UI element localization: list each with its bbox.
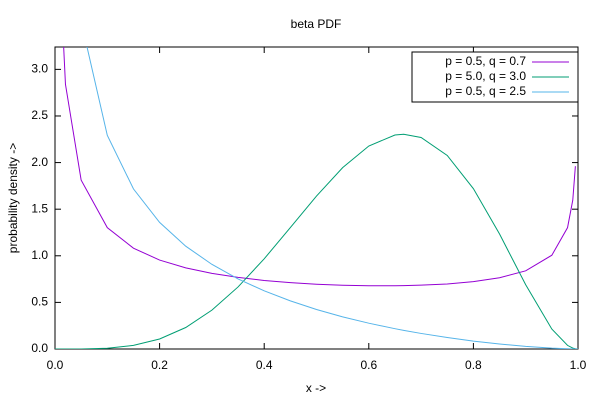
- series-line: [86, 47, 578, 349]
- legend-label: p = 0.5, q = 0.7: [445, 54, 526, 68]
- series-line: [63, 47, 576, 287]
- x-tick-label: 0.4: [256, 358, 273, 372]
- y-tick-label: 3.0: [31, 62, 48, 76]
- legend-label: p = 0.5, q = 2.5: [445, 84, 526, 98]
- x-tick-label: 0.2: [151, 358, 168, 372]
- y-tick-label: 2.0: [31, 155, 48, 169]
- y-axis-label: probability density ->: [6, 143, 20, 253]
- plot-area: [55, 47, 578, 349]
- x-axis-label: x ->: [306, 381, 326, 395]
- y-tick-label: 1.5: [31, 201, 48, 215]
- series-line: [55, 133, 578, 349]
- y-tick-label: 0.5: [31, 295, 48, 309]
- x-tick-label: 0.8: [465, 358, 482, 372]
- x-tick-label: 0.0: [47, 358, 64, 372]
- plot-border: [54, 46, 579, 350]
- x-tick-label: 1.0: [570, 358, 587, 372]
- y-tick-label: 2.5: [31, 108, 48, 122]
- y-tick-label: 0.0: [31, 341, 48, 355]
- x-tick-label: 0.6: [360, 358, 377, 372]
- chart-title: beta PDF: [291, 17, 342, 31]
- legend-label: p = 5.0, q = 3.0: [445, 69, 526, 83]
- y-tick-label: 1.0: [31, 248, 48, 262]
